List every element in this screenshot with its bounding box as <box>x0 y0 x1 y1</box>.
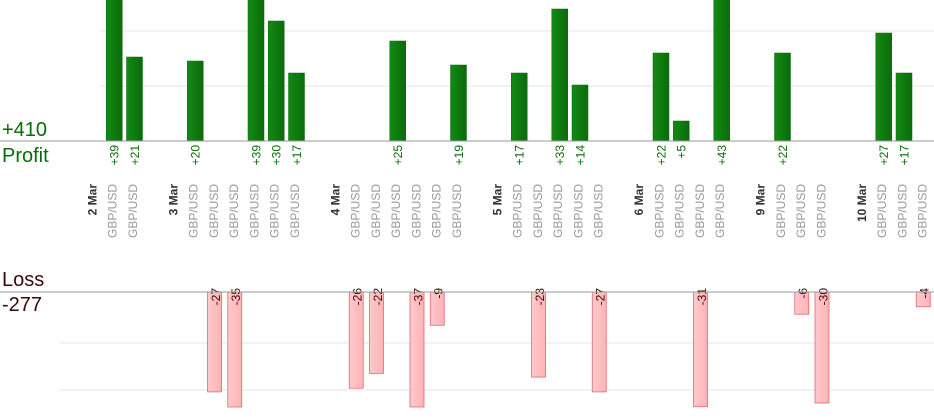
profit-bar <box>288 72 305 142</box>
loss-value-label: -27 <box>209 288 223 306</box>
profit-value-label: +5 <box>675 145 689 159</box>
profit-bar <box>571 84 589 142</box>
loss-value-label: -37 <box>411 288 425 306</box>
profit-bar <box>247 0 265 142</box>
instrument-label: GBP/USD <box>592 184 606 238</box>
loss-value-label: -6 <box>796 288 810 299</box>
profit-bar <box>511 72 528 142</box>
profit-value-label: +39 <box>108 145 122 166</box>
instrument-label: GBP/USD <box>389 184 403 238</box>
instrument-label: GBP/USD <box>531 184 545 238</box>
profit-bar <box>126 56 143 142</box>
profit-value-label: +21 <box>128 145 142 166</box>
profit-bar <box>652 52 670 142</box>
date-label: 5 Mar <box>490 184 504 216</box>
loss-bar <box>409 291 425 408</box>
loss-bar <box>227 291 243 408</box>
instrument-label: GBP/USD <box>713 184 727 238</box>
loss-value-label: -26 <box>351 288 365 306</box>
profit-value-label: +33 <box>553 145 567 166</box>
profit-bar <box>268 20 285 142</box>
instrument-label: GBP/USD <box>693 184 707 238</box>
profit-value-label: +22 <box>776 145 790 166</box>
date-label: 6 Mar <box>632 184 646 216</box>
date-label: 10 Mar <box>855 184 869 222</box>
profit-bars <box>106 0 913 142</box>
loss-value-label: -9 <box>432 288 446 299</box>
profit-bar <box>450 64 467 142</box>
instrument-label: GBP/USD <box>106 184 120 238</box>
loss-total: -277 <box>2 294 43 316</box>
instrument-label: GBP/USD <box>916 184 930 238</box>
profit-bar <box>673 120 690 142</box>
profit-value-label: +30 <box>270 145 284 166</box>
loss-label: Loss <box>2 269 45 291</box>
loss-value-label: -4 <box>918 288 932 299</box>
instrument-label: GBP/USD <box>571 184 585 238</box>
profit-label: Profit <box>2 145 49 167</box>
instrument-label: GBP/USD <box>450 184 464 238</box>
instrument-label: GBP/USD <box>814 184 828 238</box>
profit-bar <box>106 0 123 142</box>
instrument-label: GBP/USD <box>268 184 282 238</box>
date-label: 4 Mar <box>328 184 342 216</box>
profit-bar <box>551 8 568 142</box>
instrument-label: GBP/USD <box>774 184 788 238</box>
loss-value-label: -35 <box>229 288 243 306</box>
instrument-label: GBP/USD <box>673 184 687 238</box>
loss-bar <box>693 291 708 408</box>
instrument-label: GBP/USD <box>652 184 666 238</box>
instrument-label: GBP/USD <box>207 184 221 238</box>
loss-value-label: -30 <box>816 288 830 306</box>
date-label: 3 Mar <box>166 184 180 216</box>
loss-bar <box>348 291 364 389</box>
instrument-label: GBP/USD <box>288 184 302 238</box>
profit-value-label: +17 <box>897 145 911 166</box>
instrument-label: GBP/USD <box>551 184 565 238</box>
profit-value-label: +14 <box>573 145 587 166</box>
profit-value-label: +27 <box>877 145 891 166</box>
profit-bar <box>875 32 892 142</box>
profit-value-label: +20 <box>189 145 203 166</box>
gridlines <box>60 30 934 391</box>
loss-bar <box>207 291 222 393</box>
instrument-label: GBP/USD <box>895 184 909 238</box>
loss-bar <box>814 291 830 404</box>
profit-value-label: +17 <box>290 145 304 166</box>
loss-value-label: -22 <box>371 288 385 306</box>
instrument-label: GBP/USD <box>369 184 383 238</box>
profit-bar <box>713 0 730 142</box>
loss-bar <box>591 291 607 393</box>
profit-bar <box>774 52 791 142</box>
date-label: 2 Mar <box>85 184 99 216</box>
loss-value-label: -27 <box>594 288 608 306</box>
column-labels: 2 Mar GBP/USD +39 GBP/USD +21 3 Mar GBP/USD +20… <box>85 145 931 306</box>
date-label: 9 Mar <box>754 184 768 216</box>
loss-value-label: -23 <box>533 288 547 306</box>
loss-value-label: -31 <box>695 288 709 306</box>
profit-bar <box>187 60 204 142</box>
profit-bar <box>895 72 913 142</box>
profit-value-label: +17 <box>513 145 527 166</box>
instrument-label: GBP/USD <box>430 184 444 238</box>
profit-bar <box>389 40 406 142</box>
profit-value-label: +22 <box>654 145 668 166</box>
instrument-label: GBP/USD <box>227 184 241 238</box>
instrument-label: GBP/USD <box>409 184 423 238</box>
instrument-label: GBP/USD <box>349 184 363 238</box>
instrument-label: GBP/USD <box>126 184 140 238</box>
instrument-label: GBP/USD <box>794 184 808 238</box>
instrument-label: GBP/USD <box>247 184 261 238</box>
profit-value-label: +43 <box>715 145 729 166</box>
profit-value-label: +25 <box>391 145 405 166</box>
instrument-label: GBP/USD <box>875 184 889 238</box>
instrument-label: GBP/USD <box>511 184 525 238</box>
profit-value-label: +39 <box>249 145 263 166</box>
instrument-label: GBP/USD <box>187 184 201 238</box>
profit-value-label: +19 <box>452 145 466 166</box>
profit-total: +410 <box>2 119 48 141</box>
